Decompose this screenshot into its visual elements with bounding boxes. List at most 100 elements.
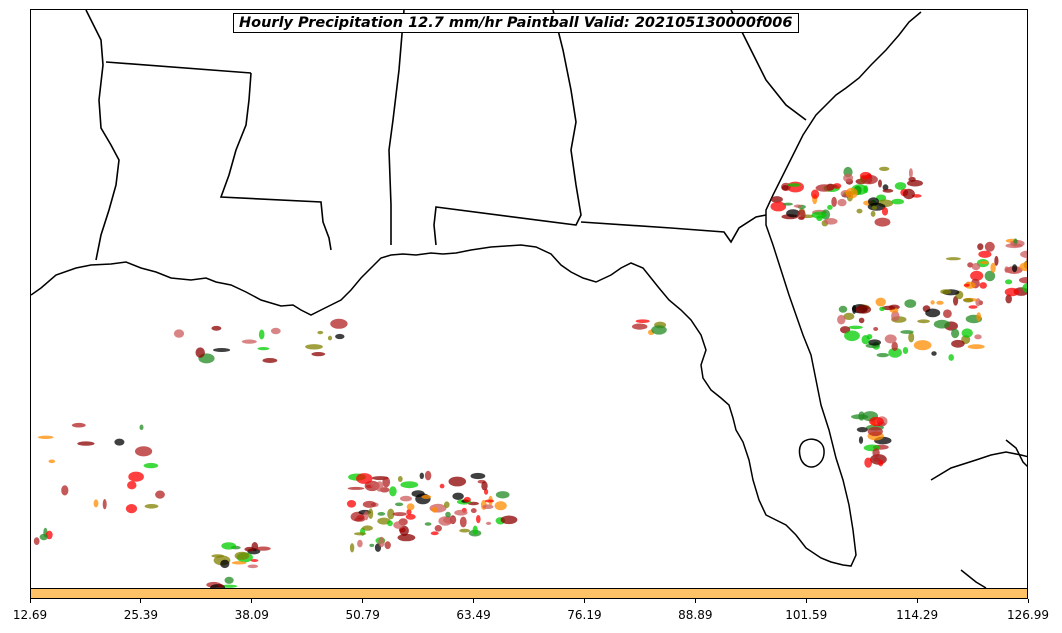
precipitation-blob — [421, 494, 432, 499]
precipitation-blob — [144, 504, 159, 509]
precipitation-blob — [635, 319, 650, 324]
precipitation-blob — [797, 209, 806, 220]
precipitation-blob — [868, 339, 881, 346]
precipitation-blob — [213, 348, 231, 352]
precipitation-blob — [781, 185, 789, 191]
precipitation-blob — [459, 516, 467, 528]
ga-fl-border — [580, 214, 767, 244]
precipitation-blob — [330, 318, 348, 329]
tx-la-border — [85, 10, 120, 261]
precipitation-blob — [990, 262, 996, 273]
precipitation-blob — [843, 173, 854, 183]
ms-la-border — [219, 72, 332, 251]
precipitation-blob — [305, 344, 323, 350]
precipitation-blob — [1005, 279, 1013, 285]
precipitation-blob — [362, 525, 373, 531]
precipitation-blob — [500, 515, 518, 525]
precipitation-blob — [429, 503, 447, 513]
precipitation-blob — [811, 211, 827, 219]
precipitation-blob — [858, 317, 865, 324]
colorbar-tick-label: 101.59 — [785, 608, 828, 622]
precipitation-blob — [940, 289, 952, 295]
lake-okeechobee — [798, 438, 825, 468]
precipitation-blob — [234, 551, 250, 560]
precipitation-blob — [824, 218, 838, 225]
precipitation-blob — [387, 520, 393, 527]
ga-sc-border — [730, 10, 807, 121]
precipitation-blob — [881, 305, 896, 311]
precipitation-blob — [811, 189, 820, 199]
precipitation-blob — [346, 500, 357, 508]
precipitation-blob — [125, 504, 138, 514]
precipitation-blob — [393, 521, 405, 529]
precipitation-blob — [370, 481, 377, 488]
colorbar-tick-label: 76.19 — [567, 608, 602, 622]
precipitation-blob — [419, 472, 424, 479]
precipitation-blob — [871, 205, 878, 210]
precipitation-blob — [894, 182, 907, 190]
keys-coastline — [960, 569, 987, 588]
precipitation-blob — [430, 531, 439, 536]
precipitation-blob — [856, 208, 863, 214]
precipitation-blob — [481, 481, 488, 491]
precipitation-blob — [936, 300, 944, 305]
map-canvas — [31, 10, 1027, 588]
colorbar-tick-label: 88.89 — [678, 608, 713, 622]
precipitation-blob — [443, 516, 457, 524]
precipitation-blob — [948, 354, 954, 361]
map-title: Hourly Precipitation 12.7 mm/hr Paintbal… — [233, 13, 799, 33]
precipitation-blob — [195, 347, 205, 358]
precipitation-blob — [459, 528, 470, 533]
precipitation-blob — [395, 502, 404, 507]
precipitation-blob — [913, 340, 932, 351]
colorbar-tick-mark — [805, 599, 807, 603]
precipitation-blob — [211, 325, 222, 331]
precipitation-blob — [472, 525, 478, 535]
precipitation-blob — [173, 329, 185, 338]
precipitation-blob — [363, 511, 369, 521]
colorbar-tick-mark — [473, 599, 475, 603]
precipitation-blob — [255, 546, 271, 551]
precipitation-blob — [93, 499, 99, 508]
precipitation-blob — [127, 481, 137, 490]
precipitation-blob — [827, 204, 833, 210]
precipitation-blob — [869, 416, 884, 427]
colorbar-tick-mark — [583, 599, 585, 603]
precipitation-blob — [470, 508, 477, 514]
precipitation-blob — [387, 508, 395, 520]
colorbar-tick-mark — [140, 599, 142, 603]
precipitation-blob — [933, 319, 951, 329]
precipitation-blob — [77, 441, 95, 446]
precipitation-blob — [874, 217, 891, 227]
precipitation-blob — [882, 188, 894, 193]
precipitation-blob — [378, 536, 385, 548]
precipitation-blob — [397, 476, 403, 482]
ar-la-border — [105, 61, 252, 74]
precipitation-blob — [1020, 250, 1027, 259]
colorbar-tick-mark — [694, 599, 696, 603]
precipitation-blob — [356, 473, 373, 484]
precipitation-blob — [867, 426, 883, 437]
precipitation-blob — [770, 196, 783, 203]
precipitation-blob — [872, 448, 880, 458]
precipitation-blob — [270, 327, 281, 335]
precipitation-blob — [400, 481, 419, 489]
precipitation-blob — [71, 422, 86, 428]
precipitation-blob — [362, 500, 376, 508]
precipitation-blob — [964, 281, 976, 289]
colorbar-tick-mark — [29, 599, 31, 603]
precipitation-blob — [114, 438, 125, 446]
precipitation-blob — [463, 496, 471, 503]
precipitation-blob — [258, 329, 265, 340]
precipitation-blob — [139, 424, 144, 431]
precipitation-blob — [904, 299, 917, 308]
precipitation-blob — [860, 171, 872, 180]
colorbar-tick-label: 50.79 — [345, 608, 380, 622]
precipitation-blob — [1004, 266, 1009, 273]
precipitation-blob — [891, 198, 904, 205]
precipitation-blob — [891, 310, 900, 322]
precipitation-blob — [389, 486, 397, 497]
precipitation-blob — [878, 179, 882, 188]
precipitation-blob — [831, 196, 837, 207]
precipitation-blob — [1022, 283, 1027, 293]
